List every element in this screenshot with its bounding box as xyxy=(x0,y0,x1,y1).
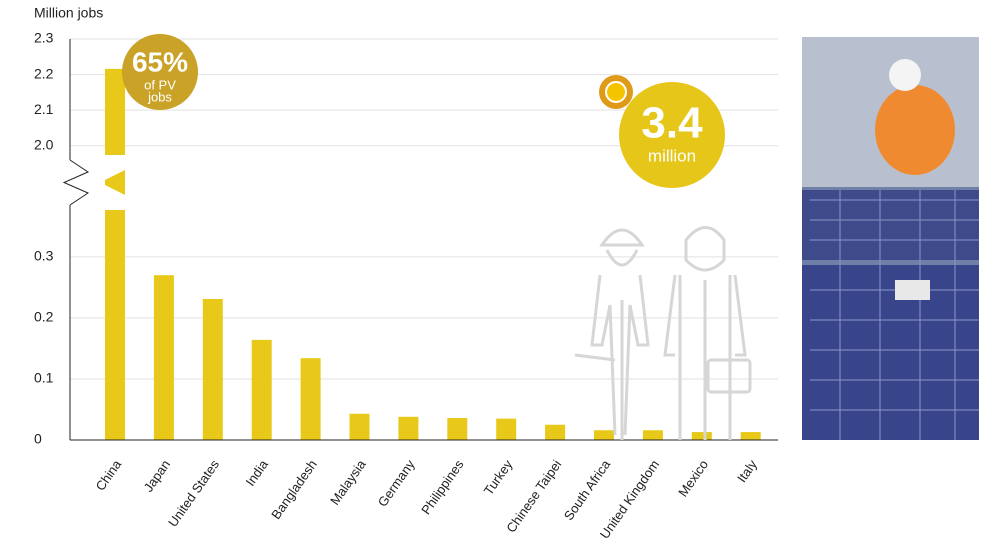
bar xyxy=(349,413,370,440)
badge-text: jobs xyxy=(147,89,172,104)
x-tick-label: Germany xyxy=(375,457,418,510)
x-tick-label: United States xyxy=(165,457,222,530)
y-tick-label: 0 xyxy=(34,431,42,447)
solar-photo xyxy=(802,37,979,440)
y-tick-label: 2.0 xyxy=(34,136,54,152)
bar xyxy=(642,430,663,440)
y-tick-label: 0.2 xyxy=(34,309,54,325)
y-tick-label: 2.3 xyxy=(34,30,54,46)
badge-text: of PV xyxy=(144,77,176,92)
total-badge: 3.4 million xyxy=(599,75,725,188)
bar xyxy=(300,358,321,440)
x-tick-label: Japan xyxy=(141,457,174,495)
x-tick-label: Italy xyxy=(734,457,760,486)
bar xyxy=(447,418,468,440)
y-tick-label: 0.3 xyxy=(34,248,54,264)
badge-text: million xyxy=(648,146,696,165)
axis-break-mark xyxy=(62,159,90,206)
badge-text: 65% xyxy=(132,46,188,77)
x-tick-label: Bangladesh xyxy=(268,457,320,522)
bar xyxy=(398,416,419,440)
x-tick-label: Turkey xyxy=(481,457,516,498)
x-tick-label: Mexico xyxy=(675,457,711,499)
y-axis-label: Million jobs xyxy=(34,5,103,21)
bar xyxy=(594,430,614,440)
bar xyxy=(691,432,712,440)
bar xyxy=(105,68,125,441)
y-tick-label: 2.1 xyxy=(34,101,54,117)
bar xyxy=(202,299,223,440)
y-tick-label: 2.2 xyxy=(34,65,54,81)
axis-break xyxy=(60,155,135,210)
x-tick-label: Malaysia xyxy=(327,456,369,507)
x-tick-label: South Africa xyxy=(561,456,614,523)
x-tick-label: India xyxy=(243,456,272,488)
bar xyxy=(153,275,174,440)
bar xyxy=(545,424,566,440)
bar xyxy=(251,339,272,440)
workers-illustration xyxy=(574,226,752,440)
bar xyxy=(496,418,517,440)
y-tick-label: 0.1 xyxy=(34,370,54,386)
bar xyxy=(740,432,761,440)
badge-text: 3.4 xyxy=(641,99,703,148)
share-badge: 65% of PV jobs xyxy=(122,34,198,110)
x-tick-label: China xyxy=(93,456,125,493)
x-tick-label: Philippines xyxy=(418,457,467,518)
